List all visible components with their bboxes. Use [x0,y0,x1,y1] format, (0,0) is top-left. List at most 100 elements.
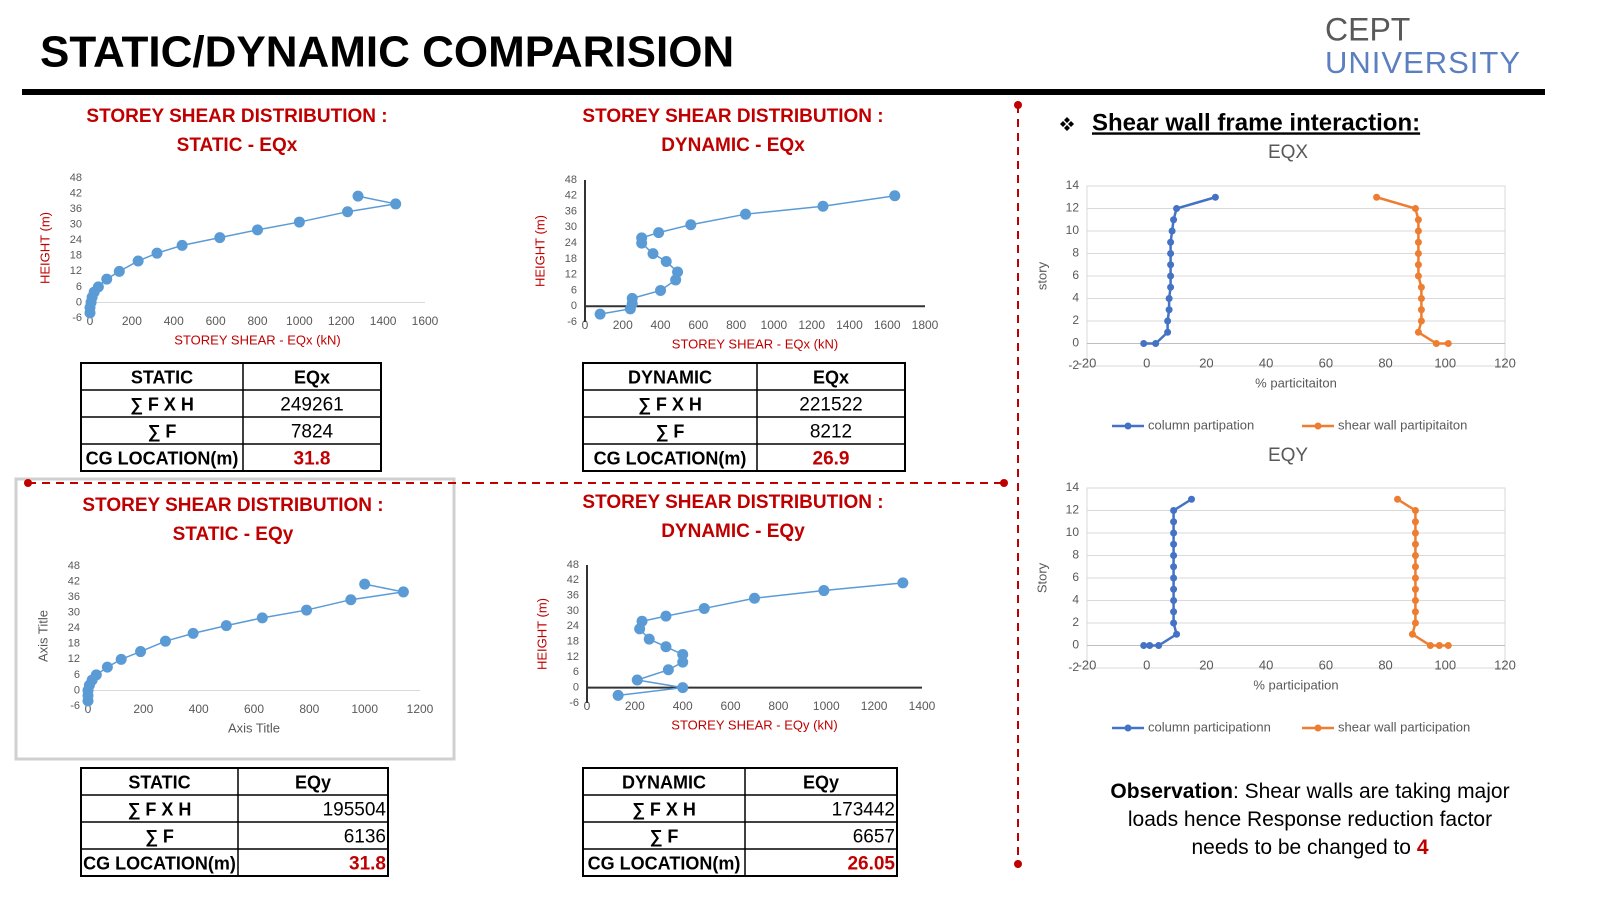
x-tick-label: 1800 [912,318,939,332]
data-point [1373,193,1381,201]
data-point [1417,306,1425,314]
table-cell: 31.8 [294,449,331,470]
x-tick-label: 1600 [412,314,439,328]
data-point [647,248,659,260]
y-tick-label: -6 [72,312,82,324]
data-point [1411,518,1419,526]
data-point [1140,642,1148,649]
table-row-label: ∑ F [656,421,685,441]
data-point [1414,238,1422,246]
legend-label: column partipation [1148,417,1254,432]
table-cell: 31.8 [349,854,386,875]
data-point [1411,597,1419,604]
data-point [1167,283,1175,291]
y-tick-label: 48 [68,560,80,572]
data-point [1414,328,1422,336]
data-point [1417,317,1425,325]
chart-title: STOREY SHEAR DISTRIBUTION : [582,492,883,513]
data-point [1414,227,1422,235]
data-point [1170,608,1178,616]
table-cell: 6657 [853,827,895,848]
x-tick-label: 800 [768,699,788,713]
data-point [1167,261,1175,269]
data-point [1211,193,1219,201]
data-point [1432,340,1440,347]
data-point [634,623,646,635]
x-tick-label: 400 [673,699,693,713]
data-point [1168,227,1176,235]
table-row-label: ∑ F [148,421,177,441]
x-tick-label: 600 [206,314,226,328]
data-point [749,592,760,604]
data-point [1414,272,1422,280]
y-tick-label: 24 [70,234,82,246]
data-point [660,256,672,268]
data-point [101,661,113,673]
data-point [698,602,710,614]
x-tick-label: 0 [584,699,591,713]
chart-subtitle: STATIC - EQy [173,524,294,545]
data-point [1173,205,1181,212]
data-point [1411,574,1419,582]
data-point [101,273,113,285]
data-point [390,198,402,210]
x-axis-label: % particitaiton [1255,375,1337,390]
data-point [176,239,188,251]
x-tick-label: 0 [85,702,92,716]
x-axis-label: Axis Title [228,720,280,735]
data-point [397,586,409,598]
selection-frame [14,477,456,761]
legend-label: shear wall partipitaiton [1338,417,1467,432]
y-tick-label: 42 [70,187,82,199]
y-tick-label: 6 [1072,570,1079,584]
x-tick-label: 60 [1319,657,1333,672]
data-point [1444,642,1452,649]
y-axis-label: Axis Title [35,610,50,662]
data-point [1167,238,1175,246]
y-tick-label: 0 [571,300,577,312]
y-tick-label: 6 [1072,268,1079,282]
x-tick-label: 600 [244,702,264,716]
y-tick-label: 12 [68,653,80,665]
data-point [220,620,232,632]
y-tick-label: 36 [68,591,80,603]
divider-dot [24,479,32,487]
x-tick-label: 20 [1199,657,1213,672]
data-point [159,635,171,647]
data-point [301,604,313,616]
y-tick-label: 8 [1072,246,1079,260]
legend-label: shear wall participation [1338,719,1470,734]
data-point [889,190,901,202]
table-row-label: ∑ F X H [128,799,192,819]
y-tick-label: 6 [74,669,80,681]
data-point [252,224,263,236]
x-tick-label: 120 [1494,657,1516,672]
section-heading: Shear wall frame interaction: [1092,109,1420,136]
table-cell: 173442 [832,800,895,821]
data-point [1167,272,1175,280]
chart-subtitle: STATIC - EQx [177,135,298,156]
y-axis-label: story [1034,261,1049,290]
table-cell: 26.05 [847,854,895,875]
x-tick-label: 0 [1143,355,1150,370]
data-point [1170,585,1178,593]
y-tick-label: 14 [1066,480,1080,494]
divider-dot [1014,101,1022,109]
data-point [1411,619,1419,627]
observation-text: : Shear walls are taking major loads hen… [1127,780,1510,859]
data-point [256,612,268,624]
x-tick-label: 40 [1259,657,1273,672]
data-point [1170,574,1178,582]
observation-label: Observation [1110,780,1233,803]
table-row-label: ∑ F X H [632,799,696,819]
y-tick-label: 18 [70,250,82,262]
y-tick-label: 10 [1066,223,1080,237]
x-axis-label: STOREY SHEAR - EQy (kN) [671,717,837,732]
series-line [87,583,404,701]
x-tick-label: 1400 [909,699,936,713]
legend-swatch-dot [1124,724,1132,732]
x-tick-label: 200 [613,318,633,332]
x-tick-label: 200 [625,699,645,713]
y-tick-label: 18 [567,636,579,648]
x-tick-label: 1600 [874,318,901,332]
